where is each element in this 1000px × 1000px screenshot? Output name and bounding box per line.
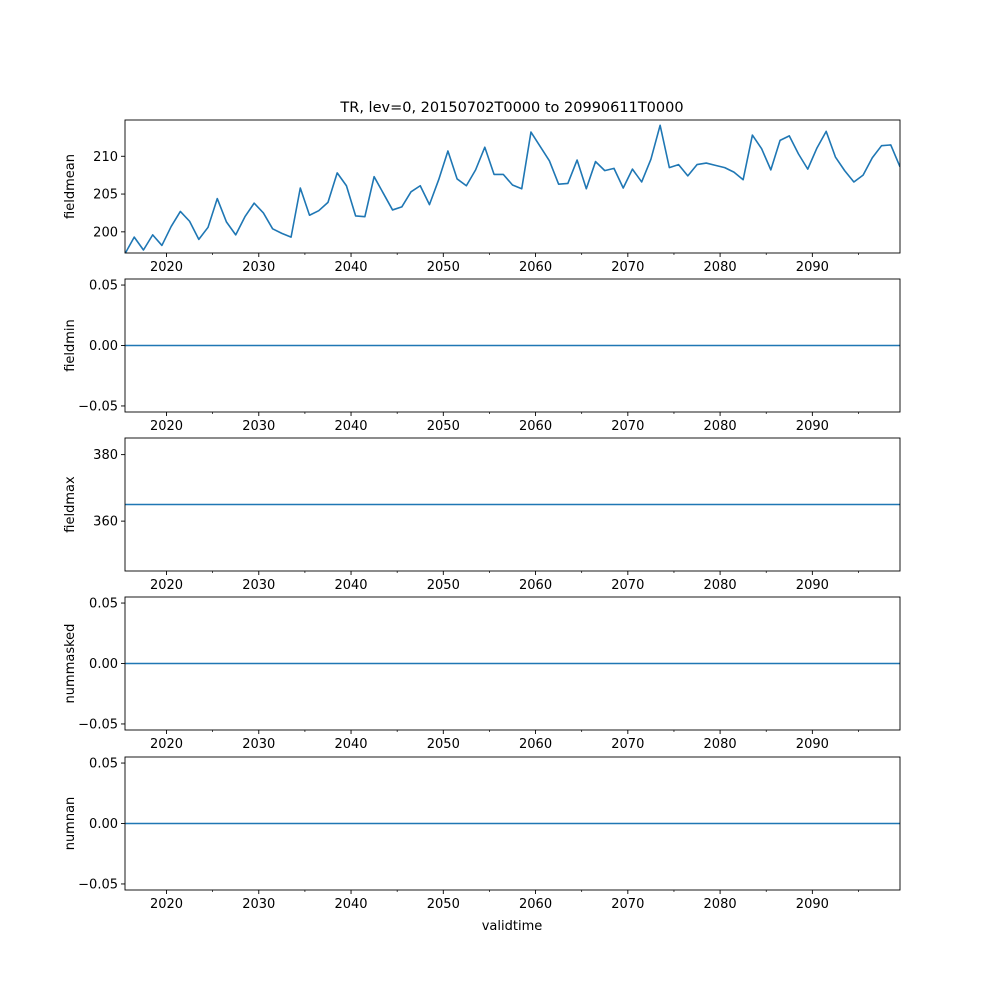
x-tick-label-fieldmax: 2030 xyxy=(242,578,275,593)
y-tick-label-fieldmean: 210 xyxy=(93,150,118,165)
y-tick-label-nummasked: −0.05 xyxy=(78,717,118,732)
x-tick-label-nummasked: 2070 xyxy=(611,737,644,752)
y-tick-label-nummasked: 0.00 xyxy=(89,657,118,672)
x-tick-label-nummasked: 2030 xyxy=(242,737,275,752)
x-tick-label-numnan: 2080 xyxy=(704,897,737,912)
y-tick-label-fieldmin: 0.05 xyxy=(89,279,118,294)
x-tick-label-nummasked: 2050 xyxy=(427,737,460,752)
subplot-fieldmean: 200 205 210 fieldmean 2020 2030 2040 2050 2060 20… xyxy=(63,119,901,275)
x-tick-label-numnan: 2060 xyxy=(519,897,552,912)
y-tick-label-fieldmax: 380 xyxy=(93,448,118,463)
x-tick-label-numnan: 2030 xyxy=(242,897,275,912)
y-axis-label-numnan: numnan xyxy=(63,797,78,851)
x-tick-label-nummasked: 2060 xyxy=(519,737,552,752)
y-tick-label-numnan: 0.05 xyxy=(89,757,118,772)
x-tick-label-fieldmax: 2040 xyxy=(334,578,367,593)
axes-frame-fieldmax xyxy=(124,437,901,572)
x-tick-label-fieldmean: 2080 xyxy=(704,260,737,275)
x-tick-label-fieldmean: 2060 xyxy=(519,260,552,275)
x-tick-label-numnan: 2090 xyxy=(796,897,829,912)
x-axis-label: validtime xyxy=(482,919,543,934)
x-tick-label-numnan: 2070 xyxy=(611,897,644,912)
subplots: 200 205 210 fieldmean 2020 2030 2040 2050 2060 20… xyxy=(63,119,901,912)
y-axis-label-nummasked: nummasked xyxy=(63,624,78,704)
y-axis-label-fieldmean: fieldmean xyxy=(63,154,78,219)
x-tick-label-fieldmin: 2050 xyxy=(427,419,460,434)
x-tick-label-fieldmax: 2090 xyxy=(796,578,829,593)
x-tick-label-fieldmean: 2090 xyxy=(796,260,829,275)
y-tick-label-fieldmax: 360 xyxy=(93,515,118,530)
subplot-fieldmax: 360 380 fieldmax 2020 2030 2040 2050 2060 2070 20… xyxy=(63,437,901,593)
subplot-numnan: −0.05 0.00 0.05 numnan 2020 2030 2040 2050 2060 2… xyxy=(63,757,901,912)
x-tick-label-fieldmin: 2030 xyxy=(242,419,275,434)
x-tick-label-fieldmean: 2040 xyxy=(334,260,367,275)
chart-title: TR, lev=0, 20150702T0000 to 20990611T000… xyxy=(339,100,683,116)
x-tick-label-fieldmin: 2070 xyxy=(611,419,644,434)
x-tick-label-nummasked: 2040 xyxy=(334,737,367,752)
x-tick-label-fieldmean: 2030 xyxy=(242,260,275,275)
y-tick-label-numnan: −0.05 xyxy=(78,877,118,892)
x-tick-label-nummasked: 2090 xyxy=(796,737,829,752)
x-tick-label-numnan: 2020 xyxy=(150,897,183,912)
x-tick-label-fieldmean: 2020 xyxy=(150,260,183,275)
x-tick-label-fieldmean: 2050 xyxy=(427,260,460,275)
y-tick-label-fieldmin: −0.05 xyxy=(78,399,118,414)
axes-frame-fieldmean xyxy=(124,119,901,254)
x-tick-label-numnan: 2050 xyxy=(427,897,460,912)
x-tick-label-nummasked: 2080 xyxy=(704,737,737,752)
x-tick-label-nummasked: 2020 xyxy=(150,737,183,752)
x-tick-label-fieldmin: 2060 xyxy=(519,419,552,434)
y-tick-label-nummasked: 0.05 xyxy=(89,597,118,612)
x-tick-label-fieldmin: 2090 xyxy=(796,419,829,434)
y-tick-label-numnan: 0.00 xyxy=(89,817,118,832)
x-tick-label-fieldmax: 2050 xyxy=(427,578,460,593)
x-tick-label-fieldmax: 2020 xyxy=(150,578,183,593)
x-tick-label-fieldmin: 2080 xyxy=(704,419,737,434)
series-line-fieldmean xyxy=(125,124,900,253)
y-tick-label-fieldmean: 205 xyxy=(93,188,118,203)
y-axis-label-fieldmin: fieldmin xyxy=(63,319,78,372)
y-tick-label-fieldmean: 200 xyxy=(93,225,118,240)
x-tick-label-fieldmax: 2060 xyxy=(519,578,552,593)
subplot-fieldmin: −0.05 0.00 0.05 fieldmin 2020 2030 2040 2050 206… xyxy=(63,279,901,434)
x-tick-label-fieldmax: 2070 xyxy=(611,578,644,593)
x-tick-label-fieldmin: 2020 xyxy=(150,419,183,434)
subplot-nummasked: −0.05 0.00 0.05 nummasked 2020 2030 2040 2050 20… xyxy=(63,597,901,752)
x-tick-label-fieldmean: 2070 xyxy=(611,260,644,275)
x-tick-label-numnan: 2040 xyxy=(334,897,367,912)
x-tick-label-fieldmax: 2080 xyxy=(704,578,737,593)
y-tick-label-fieldmin: 0.00 xyxy=(89,339,118,354)
x-tick-label-fieldmin: 2040 xyxy=(334,419,367,434)
y-axis-label-fieldmax: fieldmax xyxy=(63,476,78,533)
